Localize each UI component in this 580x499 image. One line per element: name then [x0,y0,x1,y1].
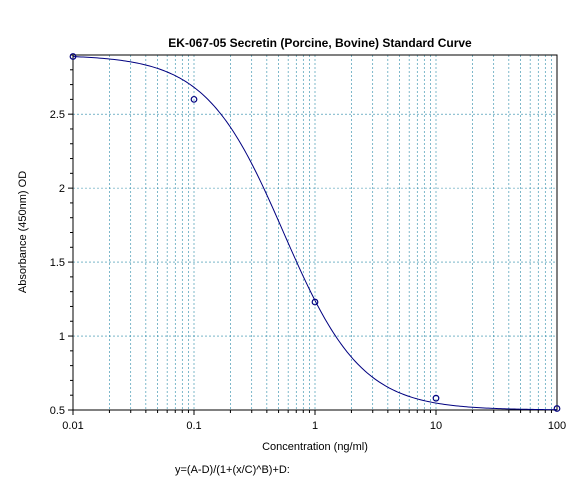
y-axis-label: Absorbance (450nm) OD [17,171,29,293]
x-tick-label: 0.01 [62,420,83,432]
y-tick-label: 1 [59,331,65,343]
fit-formula: y=(A-D)/(1+(x/C)^B)+D: [175,464,290,476]
x-tick-label: 100 [548,420,566,432]
x-tick-label: 10 [430,420,442,432]
data-point [432,394,440,402]
x-axis-ticks: 0.01 0.1 1 10 100 [62,410,566,432]
y-axis-ticks: 0.5 1 1.5 2 2.5 [50,54,73,417]
y-tick-label: 2.5 [50,109,65,121]
x-axis-label: Concentration (ng/ml) [262,441,368,453]
grid-lines [72,55,557,411]
data-points [69,53,561,412]
y-tick-label: 2 [59,183,65,195]
data-point [190,95,198,103]
x-tick-label: 1 [312,420,318,432]
data-point [69,53,77,60]
y-tick-label: 1.5 [50,257,65,269]
data-point [311,298,319,306]
y-tick-label: 0.5 [50,405,65,417]
x-tick-label: 0.1 [186,420,201,432]
fit-curve [72,56,558,411]
data-point [553,405,561,412]
chart-title: EK-067-05 Secretin (Porcine, Bovine) Sta… [168,36,472,50]
